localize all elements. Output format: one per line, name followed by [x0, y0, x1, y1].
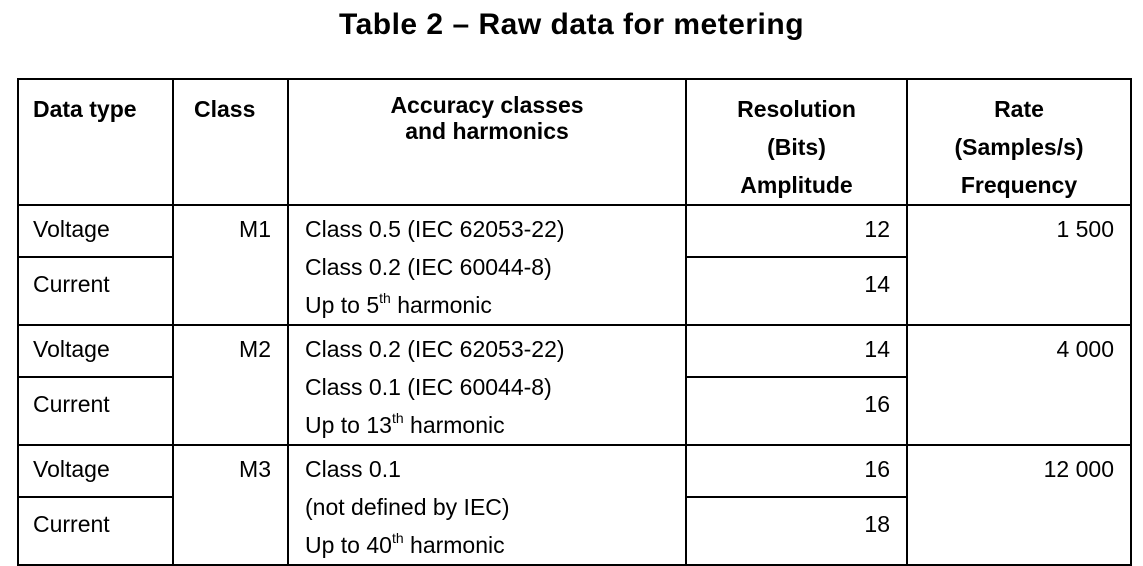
- data-type-cell: Current: [17, 256, 174, 326]
- header-resolution: Resolution (Bits) Amplitude: [685, 78, 908, 206]
- data-type-cell: Voltage: [17, 323, 174, 379]
- class-cell: M3: [172, 444, 289, 566]
- data-type-cell: Voltage: [17, 203, 174, 259]
- rate-cell: 1 500: [906, 204, 1132, 326]
- data-type-cell: Current: [17, 496, 174, 566]
- resolution-cell: 16: [685, 443, 908, 499]
- header-data-type: Data type: [17, 78, 174, 206]
- data-type-cell: Voltage: [17, 443, 174, 499]
- table-row: Current 16: [17, 376, 1131, 446]
- resolution-cell: 14: [685, 323, 908, 379]
- header-accuracy: Accuracy classes and harmonics: [287, 78, 687, 206]
- table-row: Voltage M2 Class 0.2 (IEC 62053-22) Clas…: [17, 323, 1132, 446]
- resolution-cell: 14: [685, 256, 908, 326]
- data-type-cell: Current: [17, 376, 174, 446]
- rate-cell: 12 000: [906, 444, 1132, 566]
- header-class: Class: [172, 78, 289, 206]
- header-rate: Rate (Samples/s) Frequency: [906, 78, 1132, 206]
- metering-table: Data type Class Accuracy classes and har…: [17, 78, 1132, 566]
- resolution-cell: 12: [685, 203, 908, 259]
- resolution-cell: 18: [685, 496, 908, 566]
- resolution-cell: 16: [685, 376, 908, 446]
- accuracy-cell: Class 0.1 (not defined by IEC) Up to 40t…: [287, 444, 687, 566]
- class-cell: M1: [172, 204, 289, 326]
- table-title: Table 2 – Raw data for metering: [338, 8, 805, 41]
- accuracy-cell: Class 0.5 (IEC 62053-22) Class 0.2 (IEC …: [287, 204, 687, 326]
- table-row: Current 14: [17, 256, 1131, 326]
- header-row: Data type Class Accuracy classes and har…: [17, 78, 1132, 206]
- rate-cell: 4 000: [906, 324, 1132, 446]
- table-row: Voltage M3 Class 0.1 (not defined by IEC…: [17, 443, 1132, 566]
- table-row: Voltage M1 Class 0.5 (IEC 62053-22) Clas…: [17, 203, 1132, 326]
- accuracy-cell: Class 0.2 (IEC 62053-22) Class 0.1 (IEC …: [287, 324, 687, 446]
- class-cell: M2: [172, 324, 289, 446]
